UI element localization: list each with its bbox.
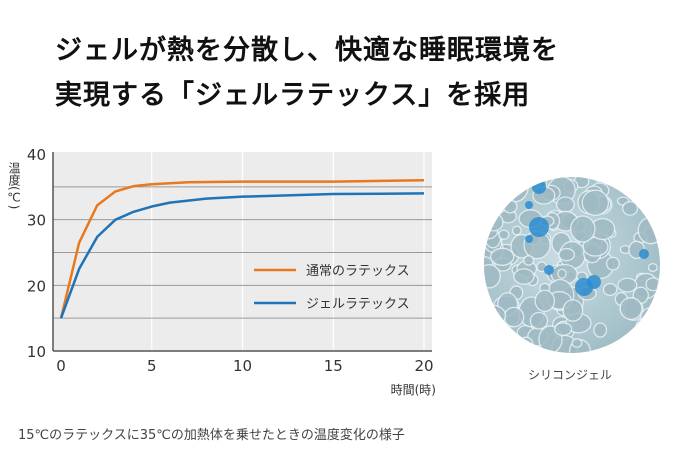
x-axis-label: 時間(時) <box>391 383 436 397</box>
foam-cell <box>570 215 596 243</box>
x-tick-label: 15 <box>324 357 343 375</box>
foam-cell <box>503 306 525 328</box>
foam-cell <box>492 327 504 337</box>
headline-line-1: ジェルが熱を分散し、快適な睡眠環境を <box>55 35 559 66</box>
foam-cell <box>581 189 610 217</box>
y-axis-label: 温度(℃) <box>7 162 21 210</box>
foam-cell <box>617 340 643 353</box>
foam-cell <box>519 336 534 352</box>
foam-cell <box>511 225 522 236</box>
x-tick-label: 10 <box>233 357 252 375</box>
foam-cell <box>489 247 515 266</box>
foam-cell <box>555 196 575 213</box>
y-tick-label: 20 <box>27 277 46 295</box>
foam-cell <box>558 247 576 262</box>
foam-texture-image <box>484 177 660 353</box>
foam-cell <box>508 179 520 188</box>
foam-cell <box>640 306 660 330</box>
foam-cell <box>484 191 501 217</box>
foam-cell <box>635 316 660 341</box>
foam-cell <box>619 297 643 320</box>
foam-cell <box>602 177 614 185</box>
foam-cell <box>504 342 524 353</box>
foam-cell <box>523 255 535 266</box>
y-tick-label: 40 <box>27 146 46 164</box>
foam-cell <box>490 199 503 211</box>
foam-cell <box>647 328 660 340</box>
foam-cell <box>495 177 520 193</box>
gel-particle <box>525 235 533 243</box>
foam-cell <box>484 215 493 226</box>
foam-cell <box>500 177 530 203</box>
foam-cell <box>593 322 608 338</box>
photo-caption: シリコンジェル <box>528 368 613 382</box>
legend-label-1: 通常のラテックス <box>306 264 410 279</box>
legend-label-2: ジェルラテックス <box>306 297 410 312</box>
gel-particle <box>532 180 546 194</box>
foam-cell <box>557 268 567 279</box>
temperature-chart: 10 20 30 40 0 5 10 15 20 温度(℃) 時間(時) 通常のラテックスジェルラテッ… <box>7 146 436 397</box>
gel-particle <box>529 217 549 237</box>
foam-cell <box>647 262 658 273</box>
x-tick-label: 20 <box>414 357 433 375</box>
y-tick-label: 30 <box>27 212 46 230</box>
series-line-2 <box>59 192 425 319</box>
foam-cell <box>498 229 510 240</box>
foam-cell <box>645 277 660 292</box>
foam-cell <box>492 196 505 208</box>
x-tick-label: 0 <box>56 357 66 375</box>
foam-cell <box>484 304 507 327</box>
headline-line-2: 実現する「ジェルラテックス」を採用 <box>55 80 531 111</box>
foam-cell <box>622 200 639 216</box>
foam-cell <box>623 336 641 353</box>
foam-cell <box>643 177 660 185</box>
foam-cell <box>562 299 584 322</box>
foam-cell <box>631 334 649 353</box>
y-tick-label: 10 <box>27 343 46 361</box>
foam-cell <box>534 289 556 313</box>
foam-cell <box>513 268 535 285</box>
foam-cell <box>571 338 583 348</box>
foam-cell <box>605 256 620 271</box>
foam-cell <box>531 349 541 353</box>
foam-cell <box>617 277 638 293</box>
x-tick-label: 5 <box>147 357 157 375</box>
gel-particle <box>587 275 601 289</box>
foam-cell <box>637 216 660 245</box>
series-line-1 <box>59 179 425 319</box>
silicone-gel-photo <box>484 177 660 353</box>
foam-cell <box>484 212 504 232</box>
foam-cell <box>484 263 501 289</box>
foam-cell <box>529 311 549 330</box>
foam-cell <box>502 199 518 214</box>
gel-particle <box>639 249 649 259</box>
foam-cell <box>484 340 496 353</box>
chart-caption: 15℃のラテックスに35℃の加熱体を乗せたときの温度変化の様子 <box>18 428 405 443</box>
foam-cell <box>602 282 618 297</box>
gel-particle <box>544 265 554 275</box>
foam-cell <box>554 322 573 336</box>
gel-particle <box>525 201 533 209</box>
foam-cell <box>500 177 527 194</box>
foam-cell <box>594 177 605 183</box>
